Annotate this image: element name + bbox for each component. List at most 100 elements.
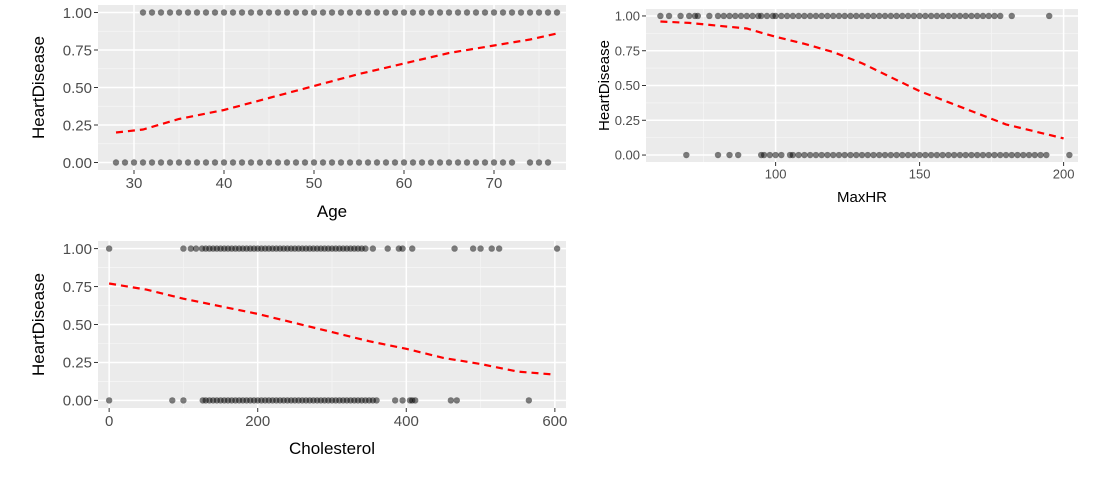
data-point-y0 — [1031, 151, 1039, 159]
data-point-y0 — [436, 159, 444, 166]
data-point-y0 — [991, 151, 998, 159]
data-point-y1 — [974, 12, 981, 20]
data-point-y1 — [665, 12, 673, 20]
data-point-y1 — [427, 9, 435, 16]
data-point-y0 — [274, 159, 282, 166]
data-point-y0 — [301, 159, 309, 166]
data-point-y0 — [202, 159, 210, 166]
data-point-y0 — [1008, 151, 1015, 159]
data-point-y0 — [772, 151, 779, 159]
data-point-y0 — [1025, 151, 1033, 159]
data-point-y1 — [495, 245, 503, 252]
data-point-y0 — [391, 397, 399, 404]
trend-line — [108, 282, 555, 376]
data-point-y1 — [916, 12, 923, 20]
data-point-y0 — [1014, 151, 1021, 159]
x-tick-label: 40 — [216, 175, 233, 192]
data-point-y0 — [922, 151, 929, 159]
data-point-y1 — [714, 12, 722, 20]
data-point-y1 — [472, 9, 480, 16]
data-point-y0 — [939, 151, 946, 159]
data-point-y1 — [328, 9, 336, 16]
data-point-y1 — [105, 245, 113, 252]
y-tick-label: 0.00 — [63, 393, 92, 410]
data-point-y0 — [974, 151, 981, 159]
data-point-y0 — [193, 159, 201, 166]
data-point-y0 — [283, 159, 291, 166]
data-point-y1 — [726, 12, 733, 20]
data-point-y1 — [968, 12, 975, 20]
x-tick-label: 30 — [126, 175, 143, 192]
data-point-y0 — [166, 159, 174, 166]
data-point-y1 — [148, 9, 156, 16]
data-point-y0 — [870, 151, 877, 159]
data-point-y1 — [893, 12, 900, 20]
data-point-y1 — [469, 245, 477, 252]
y-tick-label: 0.50 — [63, 80, 92, 97]
data-point-y1 — [436, 9, 444, 16]
data-point-y1 — [812, 12, 820, 20]
data-point-y0 — [508, 159, 516, 166]
y-tick-label: 1.00 — [615, 9, 640, 24]
data-point-y1 — [391, 9, 399, 16]
data-point-y1 — [758, 12, 765, 20]
data-point-y0 — [337, 159, 345, 166]
data-point-y1 — [847, 12, 854, 20]
data-point-y1 — [772, 12, 779, 20]
data-point-y0 — [997, 151, 1004, 159]
data-point-y1 — [238, 9, 246, 16]
data-point-y1 — [553, 9, 561, 16]
data-point-y1 — [517, 9, 525, 16]
data-point-y0 — [105, 397, 113, 404]
data-point-y0 — [858, 151, 866, 159]
data-point-y0 — [490, 159, 498, 166]
data-point-y1 — [830, 12, 837, 20]
data-point-y0 — [1020, 151, 1027, 159]
data-point-y1 — [778, 12, 785, 20]
data-point-y1 — [985, 12, 992, 20]
data-point-y0 — [121, 159, 129, 166]
data-point-y1 — [187, 245, 195, 252]
data-point-y0 — [409, 159, 417, 166]
data-point-y0 — [472, 159, 480, 166]
data-point-y1 — [451, 245, 458, 252]
data-point-y0 — [328, 159, 336, 166]
data-point-y1 — [400, 9, 408, 16]
data-point-y0 — [139, 159, 147, 166]
data-point-y1 — [382, 9, 390, 16]
data-point-y0 — [391, 159, 399, 166]
data-point-y0 — [238, 159, 246, 166]
data-point-y1 — [1046, 12, 1053, 20]
data-point-y1 — [737, 12, 745, 20]
data-point-y0 — [382, 159, 390, 166]
data-point-y1 — [373, 9, 381, 16]
data-point-y1 — [454, 9, 462, 16]
data-point-y0 — [229, 159, 237, 166]
x-tick-label: 70 — [486, 175, 503, 192]
y-tick-label: 0.75 — [615, 43, 640, 58]
data-point-y1 — [526, 9, 534, 16]
data-point-y1 — [535, 9, 543, 16]
y-tick-label: 0.50 — [615, 78, 640, 93]
data-point-y0 — [310, 159, 318, 166]
data-point-y0 — [962, 151, 969, 159]
data-point-y1 — [211, 9, 219, 16]
data-point-y1 — [927, 12, 935, 20]
data-point-y0 — [184, 159, 192, 166]
data-point-y1 — [1008, 12, 1015, 20]
data-point-y1 — [749, 12, 756, 20]
data-point-y1 — [384, 245, 391, 252]
data-point-y1 — [881, 12, 889, 20]
x-axis-title: MaxHR — [837, 189, 887, 206]
data-point-y0 — [835, 151, 843, 159]
y-axis-title: HeartDisease — [29, 273, 48, 376]
y-tick-label: 0.75 — [63, 279, 92, 296]
data-point-y1 — [220, 9, 228, 16]
data-point-y1 — [801, 12, 808, 20]
data-point-y0 — [968, 151, 975, 159]
y-tick-label: 0.00 — [63, 155, 92, 172]
data-point-y0 — [481, 159, 489, 166]
cholesterol-heartdisease-chart: 0 200 400 600 0.00 0.25 0.50 0.75 1.00 Cholestero… — [29, 241, 567, 458]
data-point-y0 — [526, 159, 534, 166]
data-point-y0 — [247, 159, 255, 166]
